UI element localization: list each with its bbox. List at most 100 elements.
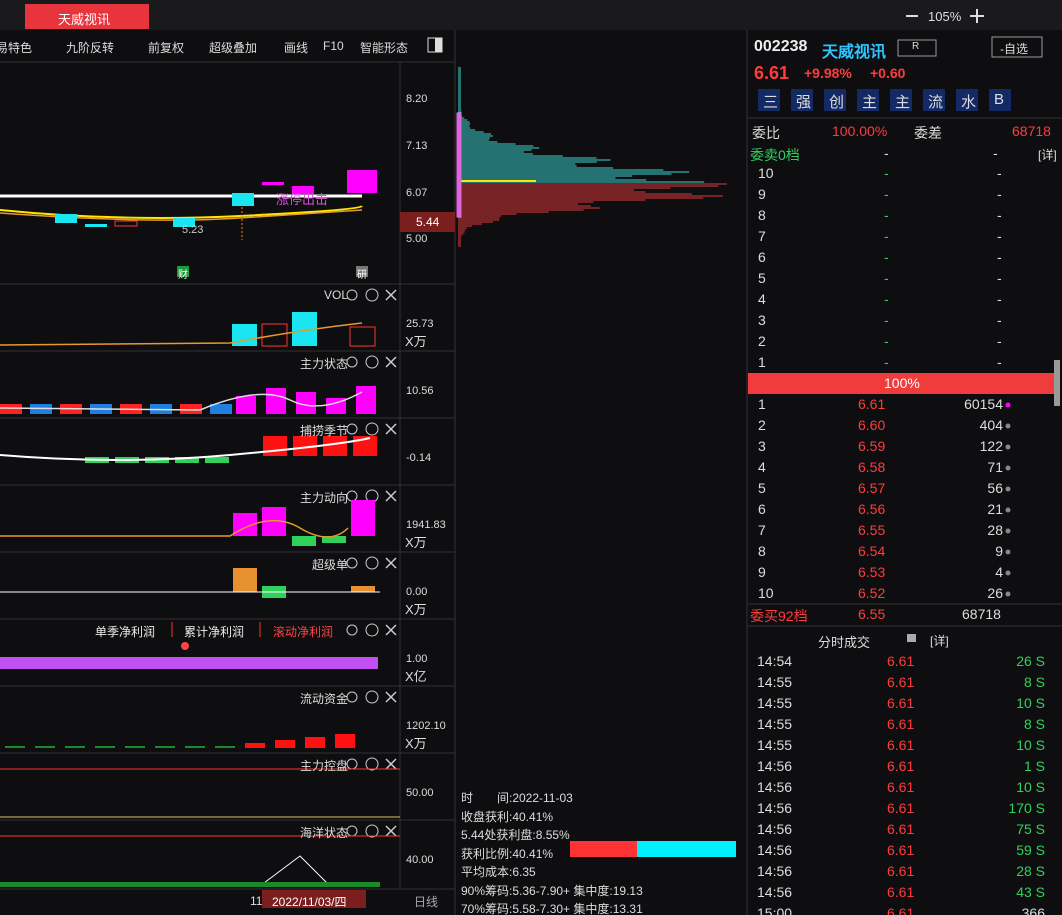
shape <box>175 457 199 463</box>
trade-time: 14:56 <box>757 758 793 774</box>
toolbar-item[interactable]: 超级叠加 <box>209 41 258 55</box>
sell-vol: - <box>993 145 998 161</box>
bid-level: 1 <box>758 396 766 412</box>
quote-button[interactable]: 主 <box>895 94 911 111</box>
trade-vol: 366 <box>1021 905 1045 915</box>
shape <box>85 224 107 227</box>
shape <box>365 824 379 838</box>
zoom: 105% <box>928 9 962 24</box>
last-price: 6.61 <box>754 63 790 83</box>
trade-price: 6.61 <box>887 800 915 816</box>
shape <box>385 624 397 636</box>
trade-time: 14:56 <box>757 884 793 900</box>
bid-price: 6.58 <box>858 459 886 475</box>
trade-vol: 1 S <box>1023 758 1045 774</box>
chip-stat: 时 间:2022-11-03 <box>461 791 573 805</box>
shape <box>1005 570 1011 576</box>
shape <box>748 373 1056 394</box>
shape <box>180 404 202 414</box>
shape <box>0 657 378 669</box>
indicator-value: 1202.10 <box>406 720 446 732</box>
footer-month: 11 <box>250 894 263 908</box>
quote-button[interactable]: 主 <box>862 94 878 111</box>
indicator-name: 单季净利润 <box>95 625 156 639</box>
ask-vol: - <box>997 354 1002 370</box>
shape <box>1005 465 1011 471</box>
chip-stat: 70%筹码:5.58-7.30+ 集中度:13.31 <box>461 902 643 915</box>
chip-stat: 平均成本:6.35 <box>461 865 536 879</box>
stock-name: 天威视讯 <box>822 44 887 61</box>
quote-button[interactable]: 创 <box>829 94 845 111</box>
trade-time: 14:56 <box>757 842 793 858</box>
shape <box>292 186 314 194</box>
ask-price: - <box>884 270 889 286</box>
shape <box>346 490 358 502</box>
shape <box>1005 549 1011 555</box>
chip-stat: 获利比例:40.41% <box>461 846 554 861</box>
current-price: 5.44 <box>416 215 440 229</box>
toolbar-item[interactable]: 画线 <box>284 41 309 55</box>
watch-button[interactable]: -自选 <box>1000 42 1028 56</box>
shape <box>349 326 376 347</box>
toolbar-item[interactable]: 前复权 <box>148 41 185 55</box>
shape <box>347 170 377 193</box>
quote-button[interactable]: 水 <box>961 94 977 111</box>
diff: 68718 <box>1012 123 1051 139</box>
ask-level: 4 <box>758 291 766 307</box>
shape <box>0 519 349 538</box>
trade-vol: 170 S <box>1008 800 1045 816</box>
bid-price: 6.59 <box>858 438 886 454</box>
ask-level: 3 <box>758 312 766 328</box>
shape <box>365 556 379 570</box>
trade-vol: 10 S <box>1016 779 1045 795</box>
detail[interactable]: [详] <box>1038 148 1057 162</box>
bid-price: 6.56 <box>858 501 886 517</box>
shape <box>0 391 363 411</box>
shape <box>1005 444 1011 450</box>
shape <box>570 841 637 857</box>
indicator-value: 0.00 <box>406 586 428 598</box>
indicator-name: 主力动向 <box>299 491 348 505</box>
bid-level: 10 <box>758 585 774 601</box>
shape <box>824 89 846 111</box>
trades-detail[interactable]: [详] <box>930 634 949 648</box>
shape <box>35 746 55 748</box>
shape <box>346 758 358 770</box>
shape <box>365 690 379 704</box>
indicator-name: VOL <box>323 288 348 302</box>
shape <box>305 737 325 748</box>
toolbar-item[interactable]: 九阶反转 <box>66 41 115 55</box>
ask-vol: - <box>997 291 1002 307</box>
shape <box>232 324 257 346</box>
quote-button[interactable]: 强 <box>796 94 812 111</box>
shape <box>385 758 397 770</box>
ask-level: 2 <box>758 333 766 349</box>
bid-price: 6.57 <box>858 480 886 496</box>
toolbar-item[interactable]: 智能形态 <box>360 41 409 55</box>
bid-vol: 28 <box>987 522 1003 538</box>
toolbar-item[interactable]: F10 <box>323 39 344 53</box>
bid-price: 6.60 <box>858 417 886 433</box>
ask-level: 10 <box>758 165 774 181</box>
badge: 研 <box>357 270 367 281</box>
shape <box>385 557 397 569</box>
shape <box>232 193 254 206</box>
toolbar-item[interactable]: 易特色 <box>0 41 33 55</box>
shape <box>1005 507 1011 513</box>
shape <box>897 39 937 57</box>
quote-button[interactable]: 三 <box>763 94 779 111</box>
shape <box>245 743 265 748</box>
shape <box>365 288 379 302</box>
shape <box>1005 591 1011 597</box>
shape <box>346 691 358 703</box>
shape <box>181 642 189 650</box>
buy-price: 6.55 <box>858 606 886 622</box>
quote-button[interactable]: B <box>994 91 1005 108</box>
shape <box>0 404 22 414</box>
shape <box>857 89 879 111</box>
quote-button[interactable]: 流 <box>928 94 944 111</box>
period[interactable]: 日线 <box>414 895 439 909</box>
bid-vol: 4 <box>995 564 1003 580</box>
trade-vol: 59 S <box>1016 842 1045 858</box>
tab[interactable]: 天威视讯 <box>58 12 111 27</box>
